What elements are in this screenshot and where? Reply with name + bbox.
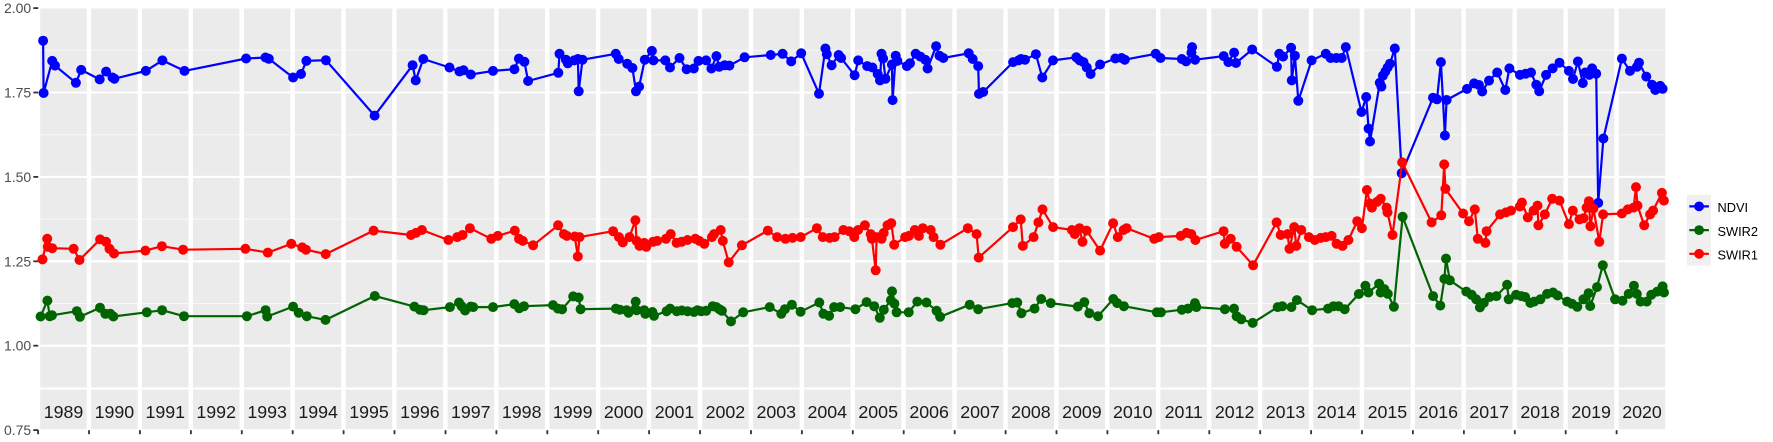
svg-text:2007: 2007 [960, 402, 1000, 422]
svg-text:2.00: 2.00 [4, 0, 31, 16]
svg-text:1.25: 1.25 [4, 253, 31, 269]
svg-text:1.00: 1.00 [4, 338, 31, 354]
svg-text:1993: 1993 [247, 402, 287, 422]
svg-text:2002: 2002 [706, 402, 746, 422]
svg-text:1992: 1992 [196, 402, 236, 422]
svg-text:1997: 1997 [451, 402, 491, 422]
svg-text:2008: 2008 [1011, 402, 1051, 422]
svg-text:2001: 2001 [655, 402, 695, 422]
svg-text:1999: 1999 [553, 402, 593, 422]
svg-text:2010: 2010 [1113, 402, 1153, 422]
svg-text:2013: 2013 [1266, 402, 1306, 422]
svg-text:SWIR1: SWIR1 [1718, 248, 1759, 263]
svg-text:0.75: 0.75 [4, 422, 31, 438]
svg-text:2009: 2009 [1062, 402, 1102, 422]
svg-text:2005: 2005 [858, 402, 898, 422]
svg-text:2006: 2006 [909, 402, 949, 422]
svg-text:2017: 2017 [1469, 402, 1509, 422]
svg-text:1989: 1989 [44, 402, 84, 422]
svg-text:1998: 1998 [502, 402, 542, 422]
svg-text:1994: 1994 [298, 402, 338, 422]
svg-text:2015: 2015 [1368, 402, 1408, 422]
svg-text:NDVI: NDVI [1718, 200, 1749, 215]
svg-text:1.50: 1.50 [4, 169, 31, 185]
svg-text:SWIR2: SWIR2 [1718, 224, 1759, 239]
svg-text:1.75: 1.75 [4, 85, 31, 101]
svg-text:2004: 2004 [808, 402, 848, 422]
svg-text:2020: 2020 [1622, 402, 1662, 422]
svg-text:2003: 2003 [757, 402, 797, 422]
svg-text:2012: 2012 [1215, 402, 1255, 422]
svg-text:2018: 2018 [1520, 402, 1560, 422]
svg-text:2011: 2011 [1165, 402, 1203, 422]
svg-text:1991: 1991 [146, 402, 186, 422]
svg-text:1995: 1995 [349, 402, 389, 422]
svg-text:1990: 1990 [95, 402, 135, 422]
svg-text:2016: 2016 [1419, 402, 1459, 422]
svg-text:2000: 2000 [604, 402, 644, 422]
svg-text:1996: 1996 [400, 402, 440, 422]
svg-text:2019: 2019 [1571, 402, 1611, 422]
svg-text:2014: 2014 [1317, 402, 1357, 422]
